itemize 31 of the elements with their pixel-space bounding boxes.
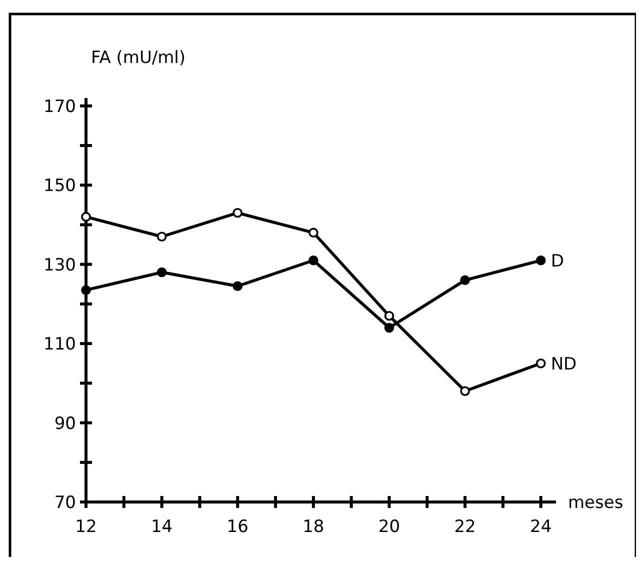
y-axis-title: FA (mU/ml) bbox=[91, 48, 186, 68]
point bbox=[308, 255, 318, 266]
x-tick-label: 12 bbox=[75, 517, 97, 537]
series-label: D bbox=[550, 251, 564, 272]
point bbox=[384, 310, 394, 321]
point bbox=[156, 232, 167, 242]
point bbox=[81, 285, 91, 295]
y-tick-label: 170 bbox=[44, 96, 76, 117]
point bbox=[536, 358, 546, 368]
x-tick-label: 20 bbox=[378, 517, 400, 537]
x-tick-label: 18 bbox=[302, 517, 324, 537]
x-tick-label: 22 bbox=[454, 517, 476, 537]
y-tick-label: 110 bbox=[44, 334, 76, 355]
point bbox=[308, 228, 318, 238]
point bbox=[156, 267, 167, 278]
point bbox=[384, 322, 394, 333]
x-tick-label: 24 bbox=[530, 517, 552, 537]
point bbox=[536, 255, 546, 266]
x-axis-title: meses bbox=[568, 493, 624, 513]
point bbox=[232, 281, 243, 292]
point bbox=[460, 275, 470, 286]
y-tick-label: 150 bbox=[44, 176, 76, 196]
y-tick-label: 90 bbox=[54, 414, 76, 434]
x-tick-label: 14 bbox=[150, 517, 173, 537]
point bbox=[460, 386, 470, 396]
series-label: ND bbox=[550, 354, 577, 374]
point bbox=[232, 208, 243, 218]
y-tick-label: 130 bbox=[44, 255, 76, 276]
point bbox=[81, 212, 91, 222]
x-tick-label: 16 bbox=[226, 517, 248, 537]
y-tick-label: 70 bbox=[54, 493, 76, 513]
